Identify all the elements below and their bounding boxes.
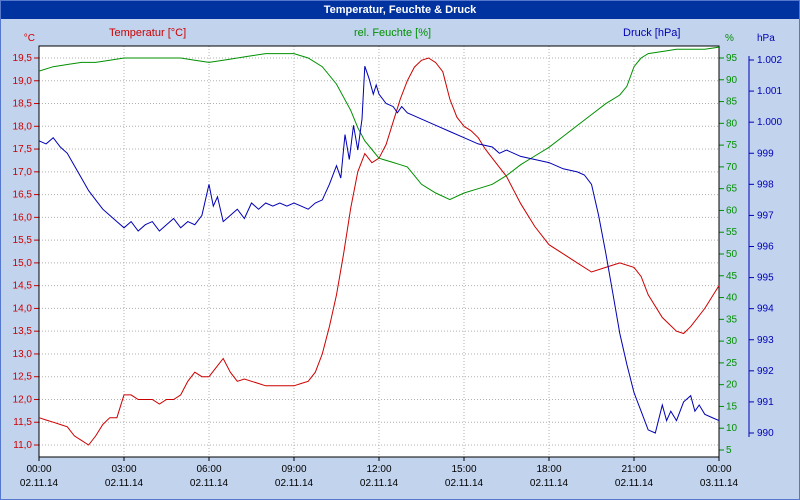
x-time-label: 15:00 bbox=[451, 464, 476, 475]
x-date-label: 02.11.14 bbox=[445, 478, 484, 489]
x-date-label: 02.11.14 bbox=[360, 478, 399, 489]
humidity-axis-label: 85 bbox=[726, 97, 738, 108]
temperature-axis-label: 17,0 bbox=[13, 167, 33, 178]
x-time-label: 00:00 bbox=[26, 464, 51, 475]
temperature-axis-label: 15,0 bbox=[13, 258, 33, 269]
legend-row: Temperatur [°C] rel. Feuchte [%] Druck [… bbox=[1, 27, 799, 41]
temperature-axis-label: 17,5 bbox=[13, 144, 33, 155]
pressure-axis-label: 996 bbox=[757, 242, 774, 253]
humidity-axis-label: 95 bbox=[726, 53, 738, 64]
humidity-axis-label: 15 bbox=[726, 401, 738, 412]
humidity-axis-label: 90 bbox=[726, 75, 738, 86]
x-date-label: 02.11.14 bbox=[190, 478, 229, 489]
window-title: Temperatur, Feuchte & Druck bbox=[323, 4, 477, 16]
humidity-unit-label: % bbox=[725, 33, 734, 44]
x-date-label: 02.11.14 bbox=[530, 478, 569, 489]
humidity-axis-label: 30 bbox=[726, 336, 738, 347]
humidity-axis-label: 35 bbox=[726, 314, 738, 325]
humidity-axis-label: 20 bbox=[726, 380, 738, 391]
pressure-axis-label: 990 bbox=[757, 428, 774, 439]
temperature-axis-label: 16,5 bbox=[13, 190, 33, 201]
temperature-axis-label: 12,5 bbox=[13, 372, 33, 383]
x-date-label: 02.11.14 bbox=[20, 478, 59, 489]
humidity-axis-label: 45 bbox=[726, 271, 738, 282]
humidity-axis-label: 50 bbox=[726, 249, 738, 260]
humidity-axis-label: 55 bbox=[726, 227, 738, 238]
humidity-axis-label: 80 bbox=[726, 118, 738, 129]
x-time-label: 06:00 bbox=[196, 464, 221, 475]
temperature-axis-label: 19,0 bbox=[13, 76, 33, 87]
pressure-axis-label: 992 bbox=[757, 366, 774, 377]
humidity-axis-label: 65 bbox=[726, 184, 738, 195]
pressure-axis-label: 997 bbox=[757, 210, 774, 221]
x-time-label: 00:00 bbox=[706, 464, 731, 475]
x-date-label: 03.11.14 bbox=[700, 478, 739, 489]
x-date-label: 02.11.14 bbox=[275, 478, 314, 489]
legend-temperature: Temperatur [°C] bbox=[109, 27, 187, 39]
pressure-axis-label: 1.000 bbox=[757, 117, 782, 128]
pressure-line bbox=[38, 66, 720, 434]
x-time-label: 21:00 bbox=[621, 464, 646, 475]
humidity-axis-label: 75 bbox=[726, 140, 738, 151]
humidity-axis-label: 40 bbox=[726, 293, 738, 304]
humidity-axis-label: 5 bbox=[726, 445, 732, 456]
plot-area bbox=[39, 46, 719, 457]
x-date-label: 02.11.14 bbox=[105, 478, 144, 489]
x-date-label: 02.11.14 bbox=[615, 478, 654, 489]
legend-humidity: rel. Feuchte [%] bbox=[354, 27, 432, 39]
pressure-axis-label: 999 bbox=[757, 148, 774, 159]
temperature-axis-label: 13,0 bbox=[13, 349, 33, 360]
temperature-unit-label: °C bbox=[24, 33, 35, 44]
x-time-label: 03:00 bbox=[111, 464, 136, 475]
chart-canvas: 19,5 19,0 18,5 18,0 17,5 17,0 16,5 16,0 15,5 15,0… bbox=[13, 33, 783, 489]
humidity-axis-label: 25 bbox=[726, 358, 738, 369]
pressure-axis-label: 994 bbox=[757, 304, 774, 315]
temperature-axis-label: 15,5 bbox=[13, 235, 33, 246]
temperature-axis-label: 18,5 bbox=[13, 99, 33, 110]
pressure-axis-label: 1.002 bbox=[757, 55, 782, 66]
temperature-axis-label: 12,0 bbox=[13, 394, 33, 405]
title-bar: Temperatur, Feuchte & Druck bbox=[1, 1, 799, 19]
temperature-axis-label: 19,5 bbox=[13, 53, 33, 64]
humidity-line bbox=[38, 46, 720, 201]
pressure-axis-label: 993 bbox=[757, 335, 774, 346]
pressure-axis-label: 995 bbox=[757, 273, 774, 284]
temperature-axis-label: 18,0 bbox=[13, 121, 33, 132]
x-time-label: 18:00 bbox=[536, 464, 561, 475]
x-time-label: 09:00 bbox=[281, 464, 306, 475]
temperature-axis-label: 11,0 bbox=[13, 440, 32, 451]
temperature-axis-label: 16,0 bbox=[13, 212, 33, 223]
pressure-axis-label: 1.001 bbox=[757, 86, 782, 97]
temperature-axis-label: 13,5 bbox=[13, 326, 33, 337]
x-time-label: 12:00 bbox=[366, 464, 391, 475]
humidity-axis-label: 70 bbox=[726, 162, 738, 173]
humidity-axis-label: 10 bbox=[726, 423, 738, 434]
pressure-unit-label: hPa bbox=[757, 33, 775, 44]
temperature-line bbox=[38, 57, 720, 446]
temperature-axis-label: 14,0 bbox=[13, 303, 33, 314]
pressure-axis-label: 998 bbox=[757, 179, 774, 190]
temperature-axis-label: 14,5 bbox=[13, 281, 33, 292]
pressure-axis-label: 991 bbox=[757, 397, 774, 408]
temperature-axis-label: 11,5 bbox=[13, 417, 32, 428]
legend-pressure: Druck [hPa] bbox=[623, 27, 681, 39]
humidity-axis-label: 60 bbox=[726, 205, 738, 216]
